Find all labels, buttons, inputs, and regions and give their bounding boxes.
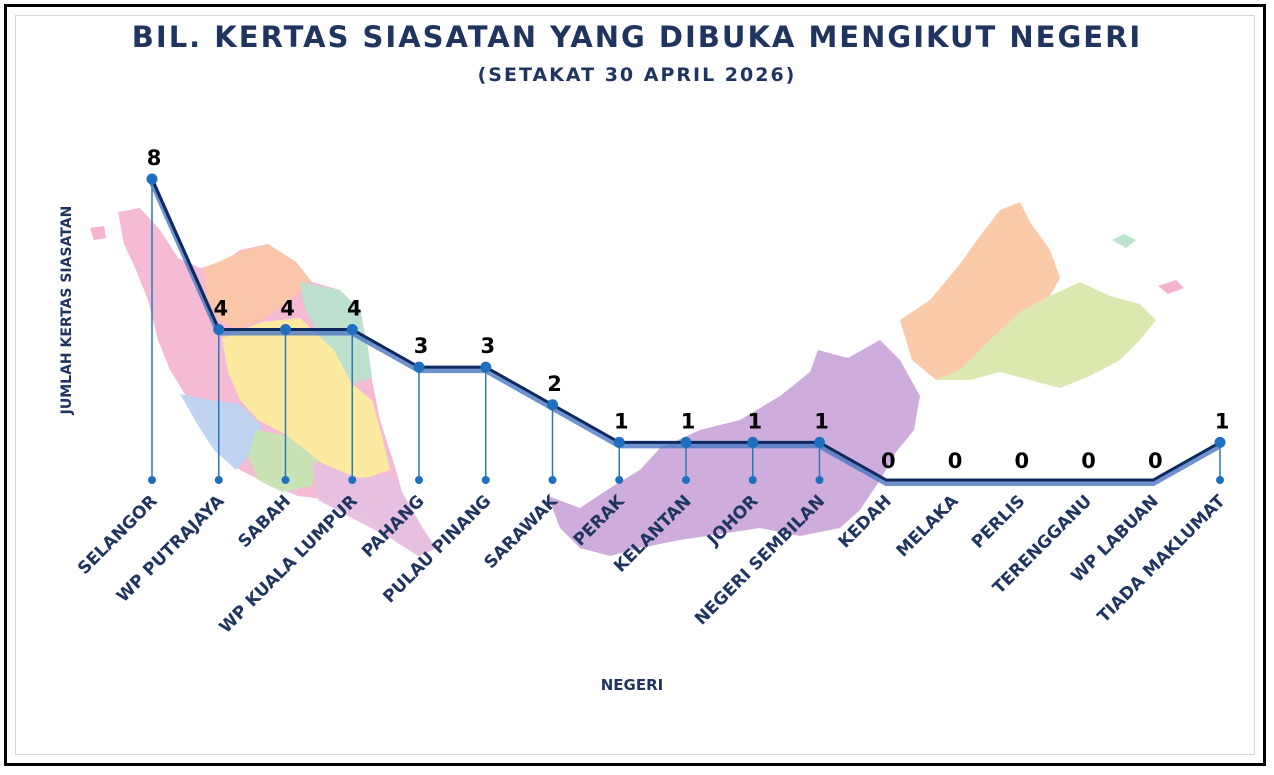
data-label-wp-putrajaya: 4: [213, 297, 228, 321]
drop-line-foot-pahang: [415, 476, 423, 484]
data-label-tiada-maklumat: 1: [1215, 409, 1230, 433]
data-label-melaka: 0: [948, 449, 963, 473]
drop-lines: [148, 179, 1224, 484]
data-labels: 8 4 4 4 3 3 2 1 1 1 1 0 0 0 0 0 1: [147, 146, 1230, 473]
data-label-selangor: 8: [147, 146, 162, 170]
tick-label-tiada-maklumat: TIADA MAKLUMAT: [1094, 491, 1230, 627]
data-point-johor: [747, 436, 759, 448]
data-point-sabah: [280, 324, 291, 335]
tick-label-melaka: MELAKA: [893, 491, 963, 561]
data-label-pahang: 3: [414, 334, 429, 358]
malaysia-map-background: [90, 202, 1184, 556]
drop-line-foot-pulau-pinang: [481, 476, 490, 484]
data-point-wp-putrajaya: [213, 324, 225, 335]
drop-line-foot-selangor: [148, 476, 156, 484]
drop-line-foot-perak: [615, 476, 624, 484]
data-label-wp-labuan: 0: [1148, 449, 1163, 473]
data-point-pahang: [413, 361, 425, 373]
tick-label-sabah: SABAH: [234, 491, 295, 552]
data-label-terengganu: 0: [1081, 449, 1096, 473]
data-point-tiada-maklumat: [1214, 436, 1226, 448]
data-label-wp-kuala-lumpur: 4: [347, 297, 362, 321]
chart-subtitle: (SETAKAT 30 APRIL 2026): [477, 64, 797, 86]
data-label-kelantan: 1: [681, 409, 696, 433]
data-label-perak: 1: [614, 409, 629, 433]
data-label-sarawak: 2: [547, 372, 562, 396]
drop-line-foot-johor: [748, 476, 757, 484]
drop-line-foot-sarawak: [548, 476, 557, 484]
data-point-perak: [613, 436, 625, 448]
data-point-negeri-sembilan: [814, 436, 825, 448]
chart-inner-border: [15, 15, 1255, 755]
chart-title: BIL. KERTAS SIASATAN YANG DIBUKA MENGIKU…: [131, 20, 1143, 54]
data-point-selangor: [146, 173, 158, 185]
x-axis-label: NEGERI: [600, 676, 664, 694]
data-markers: [146, 173, 1226, 448]
drop-line-foot-wp-kuala-lumpur: [348, 476, 357, 484]
data-point-pulau-pinang: [480, 361, 492, 373]
drop-line-foot-sabah: [281, 476, 290, 484]
drop-line-foot-negeri-sembilan: [815, 476, 824, 484]
data-label-sabah: 4: [280, 297, 295, 321]
tick-label-wp-kuala-lumpur: WP KUALA LUMPUR: [216, 491, 362, 637]
tick-label-perlis: PERLIS: [968, 491, 1029, 552]
data-point-wp-kuala-lumpur: [346, 324, 358, 335]
drop-line-foot-kelantan: [682, 476, 690, 484]
data-label-negeri-sembilan: 1: [814, 409, 829, 433]
drop-line-foot-wp-putrajaya: [214, 476, 223, 484]
data-label-johor: 1: [747, 409, 762, 433]
data-point-sarawak: [547, 399, 558, 411]
data-label-kedah: 0: [881, 449, 896, 473]
data-label-perlis: 0: [1014, 449, 1029, 473]
data-label-pulau-pinang: 3: [480, 334, 495, 358]
tick-label-sarawak: SARAWAK: [481, 491, 563, 573]
drop-line-foot-tiada-maklumat: [1216, 476, 1224, 484]
data-point-kelantan: [680, 436, 692, 448]
